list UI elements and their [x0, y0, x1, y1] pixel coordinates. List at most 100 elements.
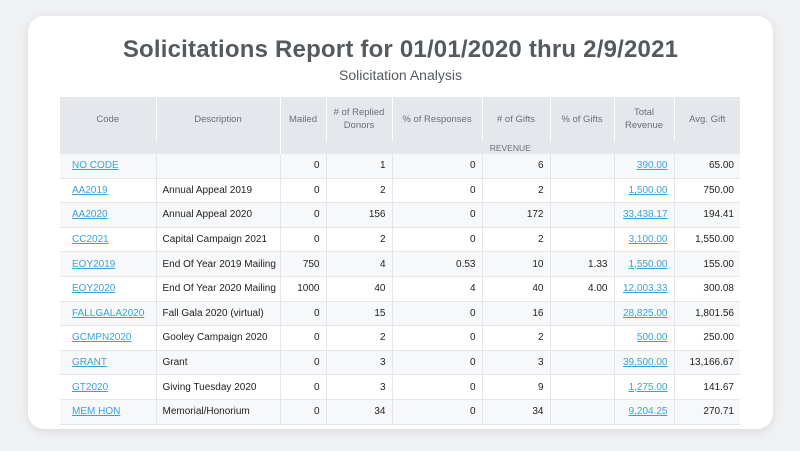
row-gifts: 172 [481, 202, 550, 228]
row-code-link[interactable]: EOY2020 [72, 283, 116, 295]
row-gifts: 2 [481, 178, 550, 204]
row-mailed: 0 [279, 350, 326, 376]
table-row: AA2019 Annual Appeal 2019 0 2 0 2 1,500.00 750.… [60, 178, 740, 204]
row-description [155, 154, 280, 179]
row-pct-responses: 0 [391, 154, 482, 179]
row-replied-donors: 15 [325, 301, 392, 327]
row-mailed: 0 [279, 301, 326, 327]
row-description: End Of Year 2019 Mailing [155, 251, 280, 277]
row-gifts: 3 [481, 350, 550, 376]
revenue-group-label: REVENUE [279, 141, 740, 154]
table-row: GCMPN2020 Gooley Campaign 2020 0 2 0 2 500.00 2… [60, 325, 740, 351]
row-pct-responses: 0 [391, 178, 482, 204]
row-total-revenue-link[interactable]: 39,500.00 [623, 357, 668, 369]
report-title: Solicitations Report for 01/01/2020 thru… [122, 36, 679, 63]
row-description: Memorial/Honorium [155, 399, 280, 425]
col-header-pct-responses[interactable]: % of Responses [391, 97, 482, 141]
table-row: CC2021 Capital Campaign 2021 0 2 0 2 3,100.00 1… [60, 227, 740, 253]
row-total-revenue-cell: 1,550.00 [613, 251, 674, 277]
row-code-link[interactable]: MEM HON [72, 406, 121, 418]
row-avg-gift: 300.08 [673, 276, 740, 302]
col-header-replied-donors[interactable]: # of Replied Donors [325, 97, 392, 141]
row-total-revenue-link[interactable]: 3,100.00 [628, 234, 668, 246]
col-header-description[interactable]: Description [155, 97, 280, 141]
row-mailed: 0 [279, 374, 326, 400]
row-gifts: 40 [481, 276, 550, 302]
row-avg-gift: 155.00 [673, 251, 740, 277]
row-description: Grant [155, 350, 280, 376]
row-avg-gift: 194.41 [673, 202, 740, 228]
table-row: AA2020 Annual Appeal 2020 0 156 0 172 33,438.1… [60, 202, 740, 228]
row-pct-responses: 0 [391, 399, 482, 425]
row-code-link[interactable]: NO CODE [72, 160, 119, 172]
row-total-revenue-link[interactable]: 1,275.00 [628, 381, 668, 393]
row-pct-gifts [549, 227, 614, 253]
row-total-revenue-cell: 28,825.00 [613, 301, 674, 327]
row-total-revenue-link[interactable]: 12,003.33 [623, 283, 668, 295]
row-code-link[interactable]: GCMPN2020 [72, 332, 132, 344]
row-pct-gifts [549, 374, 614, 400]
row-gifts: 10 [481, 251, 550, 277]
row-pct-gifts [549, 202, 614, 228]
row-description: Fall Gala 2020 (virtual) [155, 301, 280, 327]
row-code-link[interactable]: AA2020 [72, 209, 108, 221]
row-code-link[interactable]: AA2019 [72, 184, 108, 196]
row-gifts: 2 [481, 227, 550, 253]
row-code-cell: EOY2020 [60, 276, 156, 302]
row-total-revenue-cell: 9,204.25 [613, 399, 674, 425]
row-total-revenue-link[interactable]: 33,438.17 [623, 209, 668, 221]
row-total-revenue-link[interactable]: 500.00 [636, 332, 668, 344]
col-header-pct-gifts[interactable]: % of Gifts [549, 97, 614, 141]
row-replied-donors: 2 [325, 227, 392, 253]
row-code-link[interactable]: GRANT [72, 357, 107, 369]
table-row: FALLGALA2020 Fall Gala 2020 (virtual) 0 15 0… [60, 301, 740, 327]
row-code-link[interactable]: FALLGALA2020 [72, 307, 145, 319]
table-row: EOY2019 End Of Year 2019 Mailing 750 4 0.53 1… [60, 251, 740, 277]
row-mailed: 0 [279, 325, 326, 351]
col-header-mailed[interactable]: Mailed [279, 97, 326, 141]
row-avg-gift: 141.67 [673, 374, 740, 400]
col-header-total-revenue[interactable]: Total Revenue [613, 97, 674, 141]
row-total-revenue-link[interactable]: 9,204.25 [628, 406, 668, 418]
row-gifts: 2 [481, 325, 550, 351]
row-pct-gifts [549, 301, 614, 327]
row-code-cell: EOY2019 [60, 251, 156, 277]
report-card: Solicitations Report for 01/01/2020 thru… [28, 16, 773, 429]
row-pct-responses: 0 [391, 202, 482, 228]
col-header-avg-gift[interactable]: Avg. Gift [673, 97, 740, 141]
row-pct-gifts [549, 154, 614, 179]
row-code-cell: AA2019 [60, 178, 156, 204]
row-gifts: 34 [481, 399, 550, 425]
row-total-revenue-cell: 390.00 [613, 154, 674, 179]
row-description: Capital Campaign 2021 [155, 227, 280, 253]
row-code-cell: GT2020 [60, 374, 156, 400]
row-replied-donors: 1 [325, 154, 392, 179]
row-code-link[interactable]: CC2021 [72, 234, 109, 246]
row-description: End Of Year 2020 Mailing [155, 276, 280, 302]
row-pct-responses: 0.53 [391, 251, 482, 277]
row-code-link[interactable]: EOY2019 [72, 258, 116, 270]
row-replied-donors: 40 [325, 276, 392, 302]
row-avg-gift: 13,166.67 [673, 350, 740, 376]
row-total-revenue-link[interactable]: 1,500.00 [628, 184, 668, 196]
row-replied-donors: 4 [325, 251, 392, 277]
row-avg-gift: 65.00 [673, 154, 740, 179]
row-code-cell: FALLGALA2020 [60, 301, 156, 327]
table-body: NO CODE 0 1 0 6 390.00 65.00 AA2019 Annual Appea… [60, 154, 740, 425]
row-pct-responses: 0 [391, 227, 482, 253]
row-pct-responses: 0 [391, 374, 482, 400]
row-mailed: 0 [279, 399, 326, 425]
col-header-gifts[interactable]: # of Gifts [481, 97, 550, 141]
col-header-code[interactable]: Code [60, 97, 156, 141]
row-total-revenue-link[interactable]: 1,550.00 [628, 258, 668, 270]
row-code-cell: GCMPN2020 [60, 325, 156, 351]
row-pct-gifts [549, 178, 614, 204]
row-code-link[interactable]: GT2020 [72, 381, 109, 393]
row-replied-donors: 3 [325, 374, 392, 400]
row-mailed: 0 [279, 154, 326, 179]
row-replied-donors: 2 [325, 178, 392, 204]
row-gifts: 6 [481, 154, 550, 179]
row-total-revenue-link[interactable]: 28,825.00 [623, 307, 668, 319]
row-total-revenue-link[interactable]: 390.00 [636, 160, 668, 172]
row-replied-donors: 2 [325, 325, 392, 351]
